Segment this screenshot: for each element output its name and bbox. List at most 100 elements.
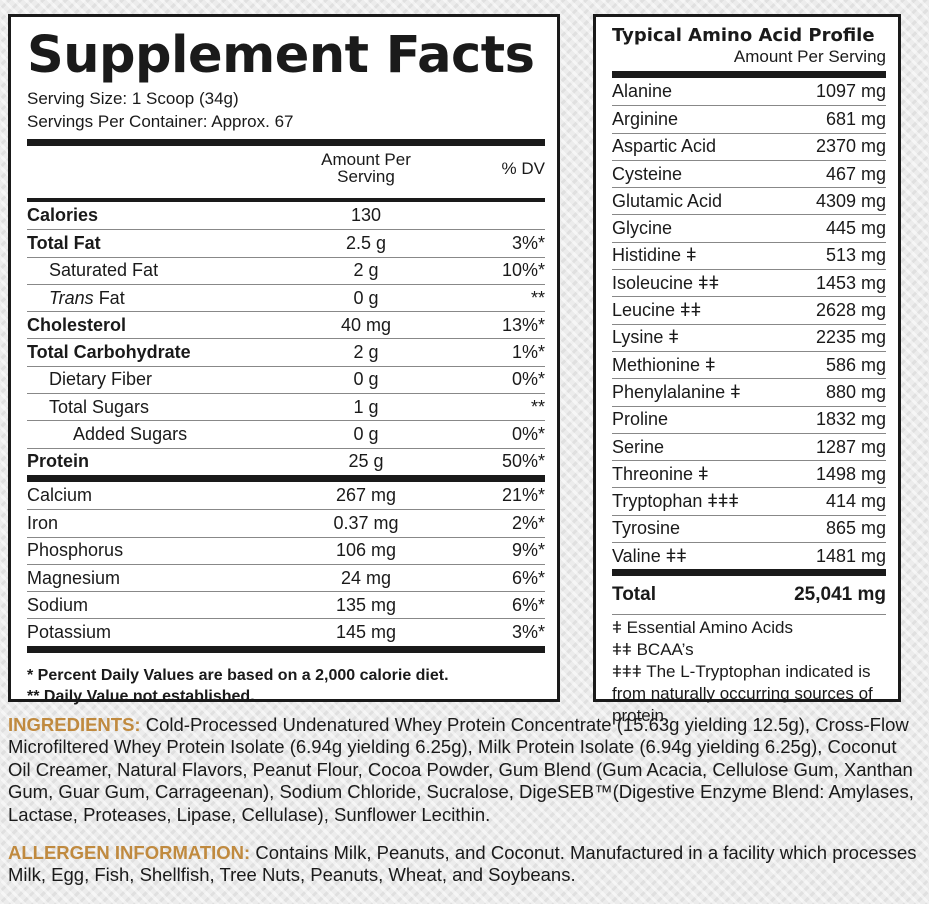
amino-name: Serine (612, 436, 665, 457)
amino-acid-subtitle: Amount Per Serving (733, 47, 886, 66)
nutrient-row-saturated-fat: Saturated Fat 2 g 10%* (27, 256, 545, 284)
nutrient-dv: ** (530, 287, 545, 308)
amino-row: Glycine 445 mg (612, 214, 886, 241)
amino-row: Aspartic Acid 2370 mg (612, 132, 886, 160)
nutrient-name: Total Carbohydrate (27, 342, 191, 363)
nutrient-dv: 3%* (511, 622, 545, 643)
nutrient-name: Cholesterol (27, 314, 127, 335)
amino-row: Valine ǂǂ 1481 mg (612, 542, 886, 569)
amino-name: Lysine ǂ (612, 327, 679, 348)
nutrient-dv: 2%* (511, 512, 545, 533)
nutrient-dv: 10%* (501, 260, 545, 281)
note-tryptophan: ǂǂǂ The L-Tryptophan indicated is from n… (612, 662, 873, 726)
amino-row: Cysteine 467 mg (612, 159, 886, 187)
amino-name: Isoleucine ǂǂ (612, 272, 720, 293)
amino-name: Glycine (612, 218, 673, 239)
amino-acid-list: Alanine 1097 mg Arginine 681 mg Aspartic A… (612, 78, 886, 569)
nutrient-dv: 13%* (501, 314, 545, 335)
nutrient-amount: 2.5 g (345, 232, 387, 253)
nutrient-row-added-sugars: Added Sugars 0 g 0%* (27, 420, 545, 447)
amino-name: Methionine ǂ (612, 354, 716, 375)
allergen-text: Contains Milk, Peanuts, and Coconut. Man… (8, 842, 917, 886)
amino-name: Cysteine (612, 163, 683, 184)
amino-row: Threonine ǂ 1498 mg (612, 460, 886, 487)
amino-row: Histidine ǂ 513 mg (612, 241, 886, 269)
nutrient-dv: 50%* (501, 451, 545, 472)
amino-amount: 2628 mg (815, 300, 886, 321)
nutrient-amount: 0.37 mg (333, 512, 399, 533)
note-essential: ǂ Essential Amino Acids (612, 618, 793, 638)
amino-notes: ǂ Essential Amino Acids ǂǂ BCAA’s ǂǂǂ Th… (612, 614, 886, 727)
amino-amount: 513 mg (825, 245, 886, 266)
nutrient-row-total-carbohydrate: Total Carbohydrate 2 g 1%* (27, 338, 545, 365)
amino-row: Tyrosine 865 mg (612, 514, 886, 542)
nutrient-name: Magnesium (27, 567, 121, 588)
amino-name: Phenylalanine ǂ (612, 381, 741, 402)
nutrient-amount: 0 g (353, 287, 379, 308)
mineral-table: Calcium 267 mg 21%* Iron 0.37 mg 2%* Phospho… (27, 482, 545, 646)
nutrient-amount: 145 mg (335, 622, 397, 643)
nutrient-name: Phosphorus (27, 540, 124, 561)
amino-name: Glutamic Acid (612, 190, 723, 211)
amino-row: Arginine 681 mg (612, 105, 886, 132)
amino-amount: 1097 mg (815, 81, 886, 102)
supplement-facts-title: Supplement Facts (27, 26, 535, 85)
nutrient-amount: 25 g (348, 451, 384, 472)
amino-amount: 1453 mg (815, 272, 886, 293)
medium-divider (27, 198, 545, 202)
nutrient-dv: 6%* (511, 594, 545, 615)
nutrient-name: Total Sugars (49, 396, 150, 417)
amino-row: Glutamic Acid 4309 mg (612, 187, 886, 214)
amino-row: Phenylalanine ǂ 880 mg (612, 378, 886, 405)
amino-name: Arginine (612, 108, 679, 129)
nutrient-dv: 0%* (511, 369, 545, 390)
amino-name: Proline (612, 409, 669, 430)
nutrient-amount: 130 (350, 205, 382, 226)
amino-total-amount: 25,041 mg (794, 584, 886, 606)
amino-name: Leucine ǂǂ (612, 300, 702, 321)
amino-amount: 1287 mg (815, 436, 886, 457)
nutrient-amount: 2 g (353, 342, 379, 363)
amino-amount: 586 mg (825, 354, 886, 375)
nutrient-dv: 9%* (511, 540, 545, 561)
nutrient-row-dietary-fiber: Dietary Fiber 0 g 0%* (27, 365, 545, 393)
nutrient-amount: 24 mg (340, 567, 392, 588)
amino-amount: 445 mg (825, 218, 886, 239)
amino-name: Alanine (612, 81, 673, 102)
dv-header: % DV (501, 159, 545, 178)
amino-amount: 467 mg (825, 163, 886, 184)
mineral-row-iron: Iron 0.37 mg 2%* (27, 509, 545, 536)
mineral-row-magnesium: Magnesium 24 mg 6%* (27, 563, 545, 591)
allergen-label: ALLERGEN INFORMATION: (8, 842, 251, 863)
amino-row: Lysine ǂ 2235 mg (612, 323, 886, 351)
nutrient-amount: 0 g (353, 424, 379, 445)
amino-row: Proline 1832 mg (612, 405, 886, 433)
amino-name: Tyrosine (612, 518, 681, 539)
nutrient-row-total-sugars: Total Sugars 1 g ** (27, 393, 545, 420)
nutrient-table: Calories 130 Total Fat 2.5 g 3%* Saturated … (27, 202, 545, 475)
amino-row: Serine 1287 mg (612, 432, 886, 460)
nutrient-row-calories: Calories 130 (27, 202, 545, 229)
nutrient-name: Saturated Fat (49, 260, 159, 281)
nutrient-dv: 6%* (511, 567, 545, 588)
nutrient-row-trans-fat: Trans Fat 0 g ** (27, 283, 545, 311)
amino-name: Histidine ǂ (612, 245, 697, 266)
ingredients-paragraph: INGREDIENTS: Cold-Processed Undenatured … (8, 714, 923, 826)
nutrient-name: Total Fat (27, 232, 101, 253)
thick-divider (27, 645, 545, 653)
nutrient-dv: 0%* (511, 424, 545, 445)
ingredients-text: Cold-Processed Undenatured Whey Protein … (8, 714, 914, 825)
nutrient-amount: 0 g (353, 369, 379, 390)
nutrient-name: Added Sugars (73, 424, 188, 445)
nutrient-dv: 1%* (511, 342, 545, 363)
thick-divider (27, 474, 545, 482)
nutrient-name: Calcium (27, 485, 93, 506)
nutrient-name: Iron (27, 512, 59, 533)
amino-amount: 1498 mg (815, 463, 886, 484)
amino-acid-panel: Typical Amino Acid Profile Amount Per Se… (593, 14, 901, 725)
amino-amount: 880 mg (825, 381, 886, 402)
nutrient-amount: 106 mg (335, 540, 397, 561)
nutrient-row-cholesterol: Cholesterol 40 mg 13%* (27, 311, 545, 338)
mineral-row-phosphorus: Phosphorus 106 mg 9%* (27, 536, 545, 564)
nutrient-name: Trans Fat (49, 287, 125, 308)
